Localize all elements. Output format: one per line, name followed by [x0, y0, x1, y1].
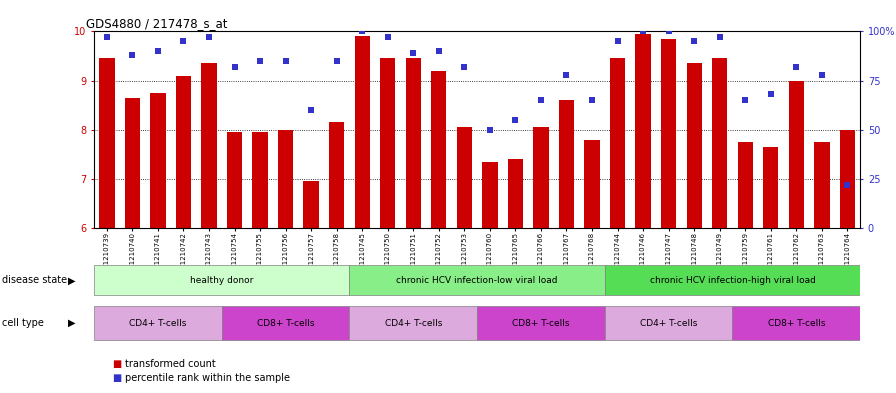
Bar	[763, 147, 779, 228]
Bar	[94, 265, 349, 296]
Point	[381, 34, 395, 40]
Text: CD4+ T-cells: CD4+ T-cells	[384, 319, 442, 328]
Bar	[202, 63, 217, 228]
Bar	[349, 306, 478, 340]
Bar	[482, 162, 497, 228]
Point	[814, 72, 829, 78]
Bar	[605, 306, 733, 340]
Point	[585, 97, 599, 103]
Bar	[610, 59, 625, 228]
Text: healthy donor: healthy donor	[190, 276, 254, 285]
Text: ■: ■	[112, 373, 121, 383]
Bar	[533, 127, 548, 228]
Text: cell type: cell type	[2, 318, 44, 328]
Point	[432, 48, 446, 54]
Point	[789, 64, 804, 70]
Bar	[349, 265, 605, 296]
Bar	[278, 130, 293, 228]
Bar	[478, 306, 605, 340]
Point	[406, 50, 420, 56]
Bar	[788, 81, 804, 228]
Bar	[686, 63, 702, 228]
Text: CD4+ T-cells: CD4+ T-cells	[129, 319, 186, 328]
Text: percentile rank within the sample: percentile rank within the sample	[125, 373, 290, 383]
Point	[330, 58, 344, 64]
Point	[687, 38, 702, 44]
Point	[151, 48, 165, 54]
Point	[712, 34, 727, 40]
Bar	[227, 132, 242, 228]
Point	[508, 117, 522, 123]
Bar	[151, 93, 166, 228]
Text: ▶: ▶	[68, 318, 75, 328]
Bar	[840, 130, 855, 228]
Text: CD8+ T-cells: CD8+ T-cells	[513, 319, 570, 328]
Bar	[253, 132, 268, 228]
Point	[636, 28, 650, 35]
Bar	[406, 59, 421, 228]
Point	[534, 97, 548, 103]
Text: CD8+ T-cells: CD8+ T-cells	[257, 319, 314, 328]
Point	[483, 127, 497, 133]
Bar	[508, 159, 523, 228]
Bar	[125, 98, 140, 228]
Point	[99, 34, 114, 40]
Bar	[661, 39, 676, 228]
Point	[763, 91, 778, 97]
Bar	[584, 140, 599, 228]
Bar	[635, 34, 650, 228]
Text: ▶: ▶	[68, 275, 75, 285]
Text: ■: ■	[112, 358, 121, 369]
Text: CD8+ T-cells: CD8+ T-cells	[768, 319, 825, 328]
Bar	[99, 59, 115, 228]
Bar	[559, 100, 574, 228]
Bar	[94, 306, 222, 340]
Point	[304, 107, 318, 113]
Point	[355, 28, 369, 35]
Bar	[355, 37, 370, 228]
Bar	[431, 71, 446, 228]
Point	[559, 72, 573, 78]
Bar	[733, 306, 860, 340]
Point	[610, 38, 625, 44]
Bar	[304, 181, 319, 228]
Text: GDS4880 / 217478_s_at: GDS4880 / 217478_s_at	[86, 17, 228, 30]
Point	[738, 97, 753, 103]
Point	[177, 38, 191, 44]
Bar	[712, 59, 728, 228]
Point	[840, 182, 855, 188]
Bar	[814, 142, 830, 228]
Point	[279, 58, 293, 64]
Point	[228, 64, 242, 70]
Bar	[176, 75, 191, 228]
Point	[253, 58, 267, 64]
Bar	[222, 306, 349, 340]
Bar	[605, 265, 860, 296]
Bar	[329, 122, 344, 228]
Bar	[737, 142, 753, 228]
Point	[125, 52, 140, 58]
Bar	[380, 59, 395, 228]
Text: chronic HCV infection-low viral load: chronic HCV infection-low viral load	[396, 276, 558, 285]
Text: chronic HCV infection-high viral load: chronic HCV infection-high viral load	[650, 276, 815, 285]
Point	[661, 28, 676, 35]
Point	[457, 64, 471, 70]
Point	[202, 34, 216, 40]
Text: transformed count: transformed count	[125, 358, 216, 369]
Text: CD4+ T-cells: CD4+ T-cells	[640, 319, 697, 328]
Text: disease state: disease state	[2, 275, 67, 285]
Bar	[457, 127, 472, 228]
